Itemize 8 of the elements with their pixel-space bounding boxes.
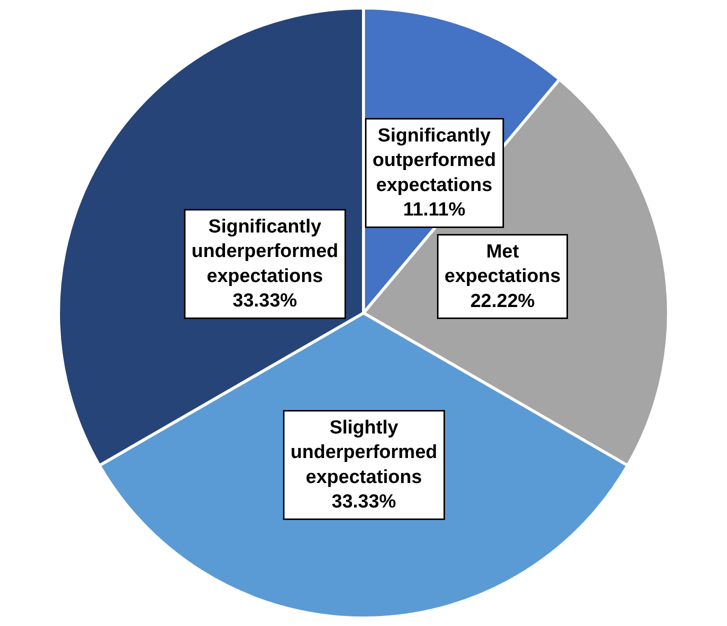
- slice-label: Slightly underperformed expectations: [290, 418, 438, 488]
- slice-label: Met expectations: [444, 242, 561, 288]
- data-label: 33.33%: [332, 492, 396, 513]
- slice-label: Significantly outperformed expectations: [372, 126, 496, 196]
- data-label: 22.22%: [470, 290, 535, 312]
- data-label: 11.11%: [403, 200, 466, 221]
- data-label: 33.33%: [232, 290, 298, 312]
- slice-label: Significantly underperformed expectations: [192, 216, 338, 287]
